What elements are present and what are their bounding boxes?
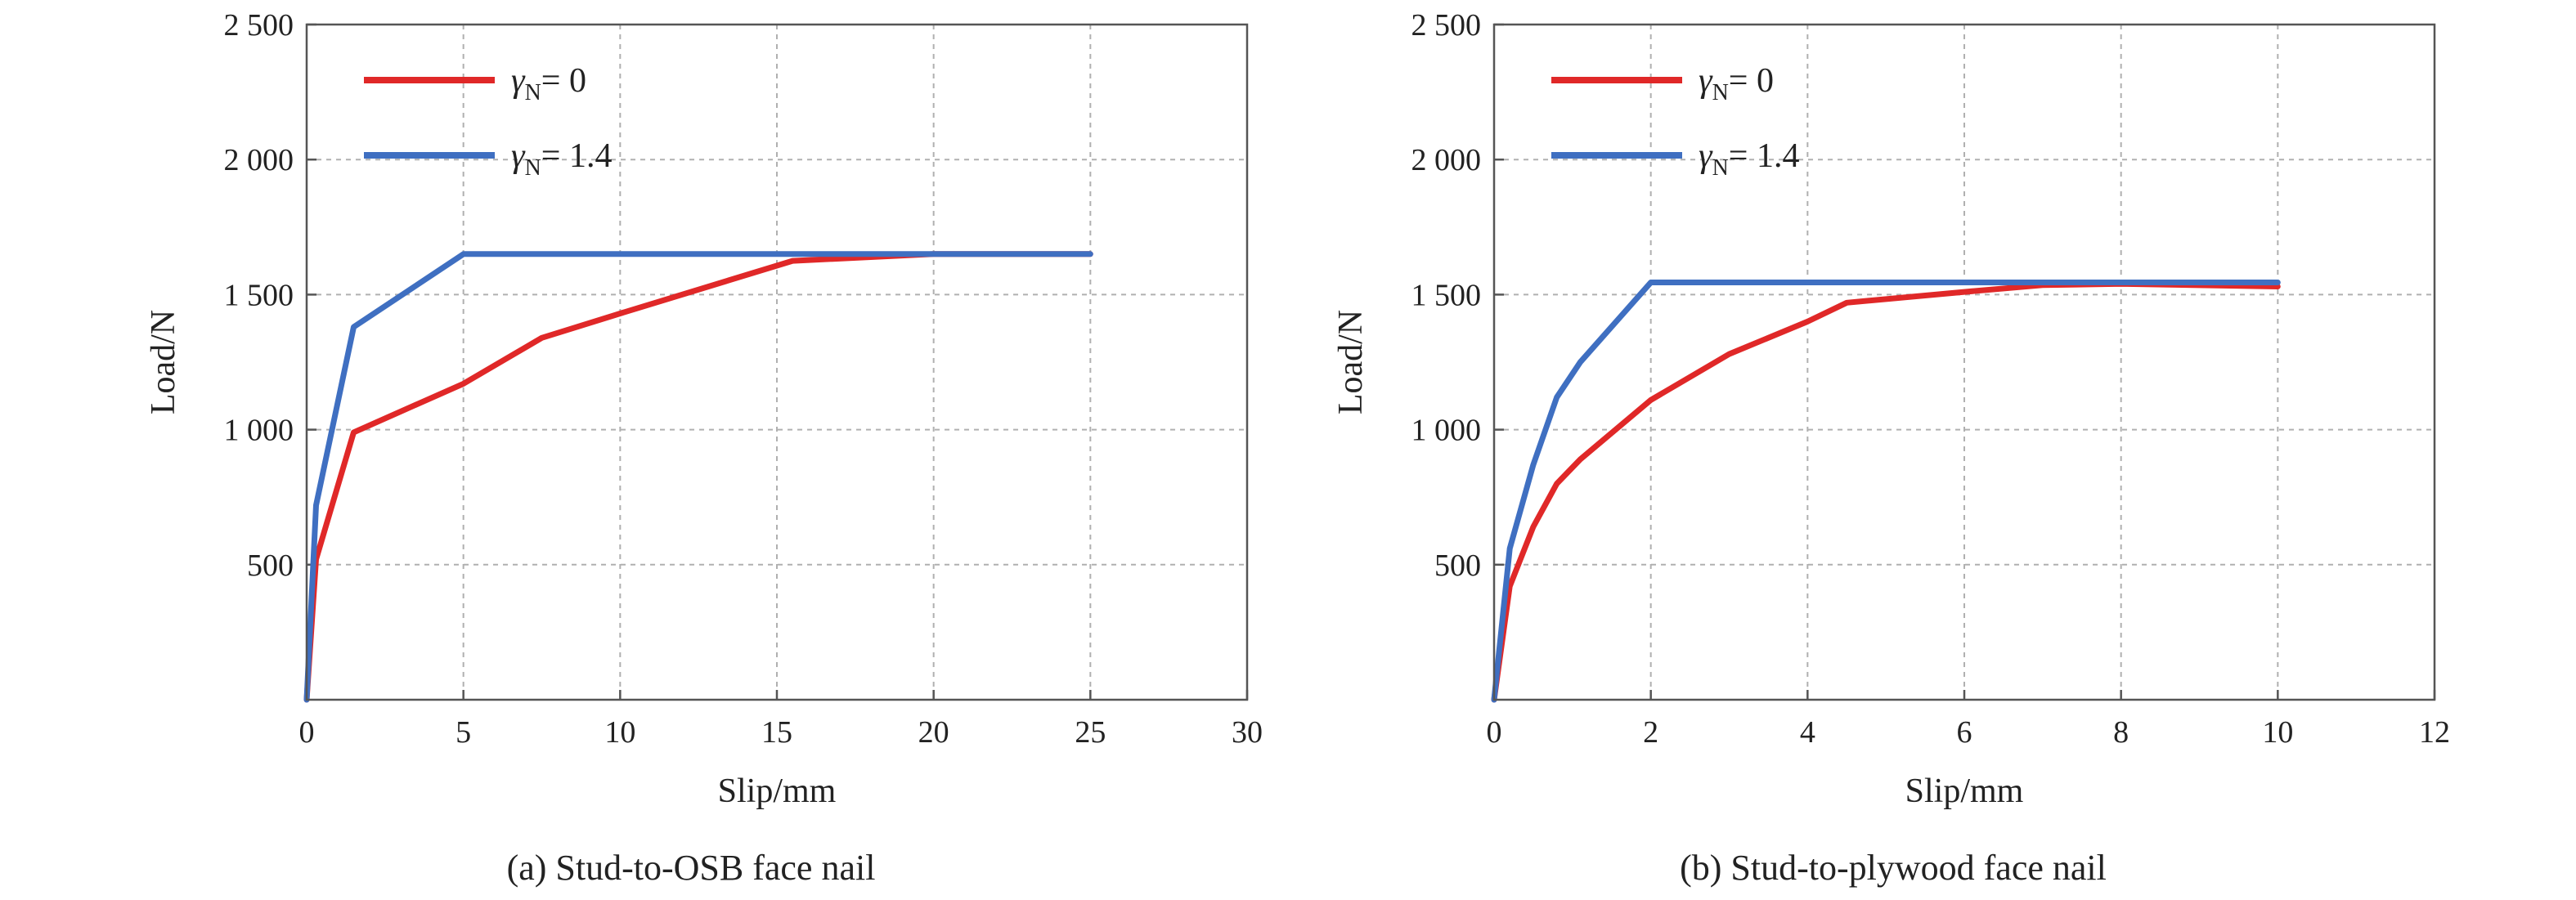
chart-b-y-tick-label: 1 000 — [1411, 414, 1482, 448]
chart-a-x-tick-label: 5 — [456, 715, 471, 750]
chart-a-y-tick-label: 1 000 — [224, 414, 294, 448]
chart-a-x-tick-label: 25 — [1075, 715, 1106, 750]
chart-b-frame — [1492, 23, 2436, 701]
chart-a-y-axis-label: Load/N — [145, 310, 182, 414]
chart-b-caption: (b) Stud-to-plywood face nail — [1680, 848, 2107, 888]
chart-a-x-tick-label: 0 — [299, 715, 315, 750]
chart-a-x-tick-label: 15 — [761, 715, 792, 750]
chart-a-x-axis-label: Slip/mm — [718, 772, 837, 810]
chart-a-x-tick-label: 10 — [604, 715, 635, 750]
chart-b-x-tick-label: 8 — [2113, 715, 2129, 750]
chart-a-x-tick-label: 20 — [918, 715, 949, 750]
chart-b-y-tick-label: 2 000 — [1411, 143, 1482, 177]
chart-a-legend-gamma-1-4-label: γN= 1.4 — [511, 137, 612, 181]
chart-a-frame — [305, 23, 1249, 701]
chart-b-x-tick-label: 4 — [1800, 715, 1815, 750]
chart-b-x-tick-label: 0 — [1487, 715, 1502, 750]
chart-a-y-tick-label: 2 000 — [224, 143, 294, 177]
chart-a-caption: (a) Stud-to-OSB face nail — [507, 848, 876, 888]
chart-b-y-tick-label: 2 500 — [1411, 8, 1482, 43]
chart-b-x-axis-label: Slip/mm — [1905, 772, 2024, 810]
chart-b-x-tick-label: 12 — [2419, 715, 2450, 750]
chart-b-y-axis-label: Load/N — [1332, 310, 1370, 414]
chart-b-stud-to-plywood: 0 2 4 6 8 10 12 500 1 000 1 500 2 000 2 500 Slip/mm L… — [1332, 8, 2450, 888]
chart-b-x-tick-label: 6 — [1957, 715, 1972, 750]
chart-b-legend-gamma-1-4-label: γN= 1.4 — [1699, 137, 1799, 181]
chart-a-series-gamma-1-4-line — [303, 251, 1093, 703]
chart-a-y-tick-label: 1 500 — [224, 278, 294, 312]
chart-b-x-tick-label: 2 — [1643, 715, 1658, 750]
chart-a-y-tick-label: 2 500 — [224, 8, 294, 43]
chart-b-legend-gamma-0-label: γN= 0 — [1699, 62, 1774, 105]
chart-a-stud-to-osb: 0 5 10 15 20 25 30 500 1 000 1 500 2 000 2 500 Slip/… — [145, 8, 1263, 888]
chart-a-y-tick-label: 500 — [247, 549, 294, 583]
chart-b-y-tick-label: 500 — [1434, 549, 1481, 583]
chart-b-y-tick-label: 1 500 — [1411, 278, 1482, 312]
chart-a-legend-gamma-0-label: γN= 0 — [511, 62, 586, 105]
chart-b-x-tick-label: 10 — [2262, 715, 2293, 750]
chart-b-series-gamma-1-4-line — [1491, 280, 2281, 703]
chart-a-x-tick-label: 30 — [1232, 715, 1263, 750]
